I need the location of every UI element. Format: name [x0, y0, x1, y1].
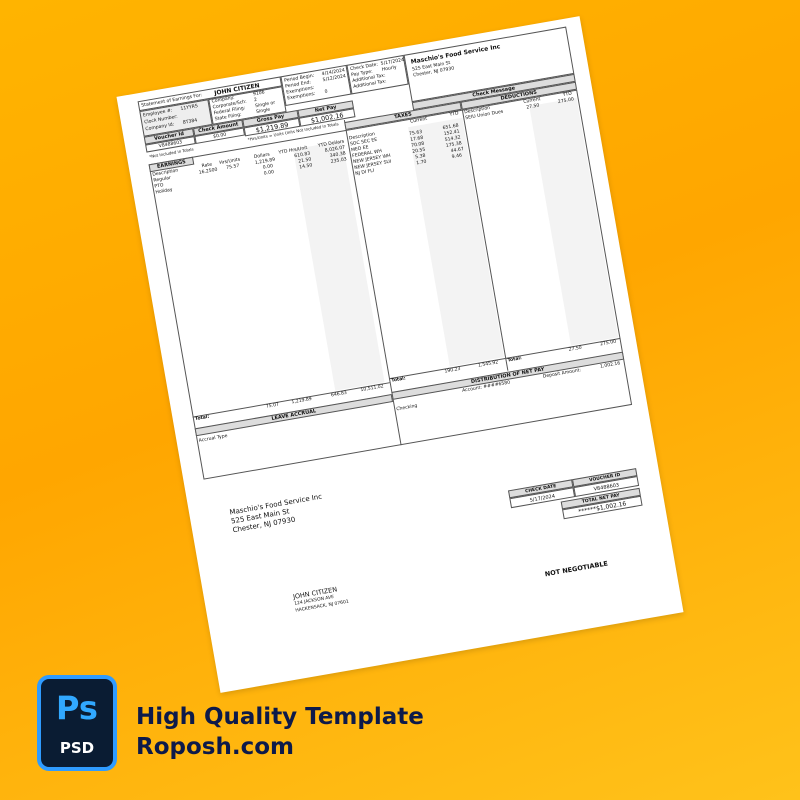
earnings-totals-3: 10,511.02 [360, 384, 385, 394]
promo-text: High Quality Template Roposh.com [136, 702, 424, 762]
earnings-totals-2: 646.83 [330, 390, 348, 399]
check-info: Check Date: 5/17/2024 Pay Type: Hourly Add… [346, 54, 409, 95]
promo-badge_bottom: PSD [59, 739, 95, 757]
pay-stub-document: Maschio's Food Service Inc 525 East Main… [116, 16, 684, 693]
earnings-rows-2-5: 235.03 [330, 157, 348, 165]
deductions-rows-0-1: 27.50 [526, 103, 540, 111]
period-info: Period Begin: 4/14/2024 Period End: 5/12/2… [280, 64, 352, 106]
period-3-v: 0 [324, 89, 329, 95]
promo-line2: Roposh.com [136, 734, 294, 760]
earnings-totals-0: 75.07 [265, 402, 280, 410]
photoshop-psd-icon: Ps PSD [37, 675, 117, 771]
not-negotiable-label: NOT NEGOTIABLE [544, 559, 609, 579]
earnings-total_label: Total: [194, 414, 210, 423]
deductions-rows-0-2: 275.00 [557, 97, 575, 106]
voucher-box: CHECK DATE 5/17/2024 VOUCHER ID V8488603… [507, 468, 643, 530]
taxes-rows-5-2: 9.46 [451, 153, 463, 161]
earnings-rows-2-4: 14.50 [299, 163, 313, 171]
promo-line1: High Quality Template [136, 704, 424, 730]
earnings-totals-1: 1,219.89 [291, 396, 313, 406]
employee-2-v: 8T384 [182, 118, 198, 126]
taxes-rows-5-1: 1.70 [416, 159, 427, 167]
company-name: Maschio's Food Service Inc [410, 43, 501, 66]
payee-address: JOHN CITIZEN 124 JACKSON AVE HACKENSACK,… [292, 585, 350, 615]
company-return-address: Maschio's Food Service Inc 525 East Main … [229, 493, 326, 536]
earnings-rows-2-3: 0.00 [263, 169, 275, 177]
promo-badge_top: Ps [56, 689, 98, 727]
